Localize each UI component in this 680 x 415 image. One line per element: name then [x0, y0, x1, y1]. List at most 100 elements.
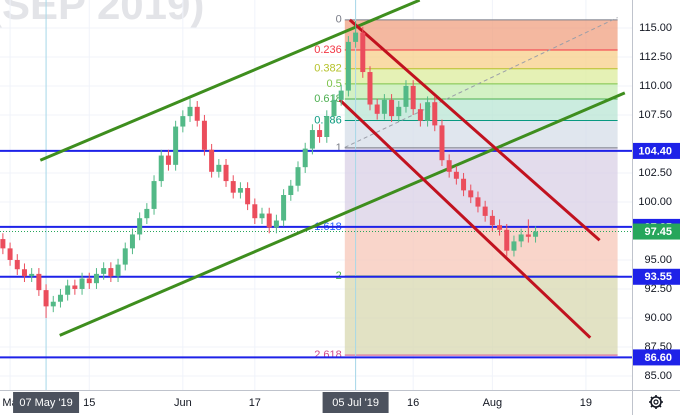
candle-body — [432, 102, 438, 126]
y-tick-label: 107.50 — [638, 109, 672, 121]
price-label-box — [633, 349, 680, 366]
candle-body — [511, 241, 517, 251]
candle-body — [194, 106, 200, 121]
candle-body — [108, 268, 114, 277]
candle-body — [288, 185, 294, 195]
candle-body — [302, 148, 308, 168]
fib-band — [344, 147, 618, 228]
candle-body — [144, 208, 150, 219]
candle-body — [360, 32, 366, 73]
candle-body — [281, 195, 287, 221]
candle-body — [425, 102, 431, 121]
candle-body — [295, 167, 301, 186]
settings-icon[interactable] — [649, 395, 663, 409]
candle-body — [417, 109, 423, 121]
candle-body — [489, 215, 495, 226]
candle-body — [317, 130, 323, 137]
y-tick-label: 100.00 — [638, 196, 672, 208]
y-tick-label: 90.00 — [644, 312, 672, 324]
fib-band — [344, 19, 618, 51]
candle-body — [259, 213, 265, 219]
y-tick-label: 112.50 — [639, 51, 672, 63]
price-label-box — [633, 142, 680, 159]
y-tick-label: 92.50 — [644, 283, 672, 295]
candle-body — [29, 273, 35, 277]
x-tick-label: 05 Jul '19 — [332, 397, 379, 409]
candle-body — [101, 268, 107, 274]
price-label-box — [633, 268, 680, 285]
candle-body — [374, 104, 380, 114]
candle-body — [345, 41, 351, 91]
fib-band — [344, 83, 618, 99]
candle-body — [7, 248, 13, 260]
candle-body — [230, 181, 236, 193]
candle-body — [396, 106, 402, 117]
candle-body — [273, 220, 279, 228]
candle-body — [216, 164, 222, 172]
trendline — [348, 18, 601, 242]
trendline — [59, 91, 626, 337]
candle-body — [338, 90, 344, 100]
fib-band — [344, 50, 618, 69]
candle-body — [367, 72, 373, 105]
price-label-box — [633, 223, 680, 240]
candle-body — [180, 116, 186, 127]
candle-body — [518, 234, 524, 242]
candle-body — [173, 126, 179, 165]
x-tick-highlight — [13, 392, 80, 413]
candle-body — [353, 32, 359, 42]
candle-body — [50, 301, 56, 307]
fib-trend — [344, 17, 618, 148]
candle-body — [525, 234, 531, 237]
fib-label: 0.5 — [326, 78, 341, 90]
fib-band — [344, 275, 618, 356]
candle-body — [309, 130, 315, 149]
y-tick-label: 110.00 — [639, 80, 672, 92]
candle-body — [21, 269, 27, 277]
candle-body — [201, 120, 207, 150]
fib-label: 0 — [336, 14, 342, 26]
price-label: 97.45 — [644, 226, 672, 238]
fib-band — [344, 68, 618, 84]
candle-body — [410, 85, 416, 110]
x-tick-label: 19 — [580, 397, 592, 409]
candle-body — [187, 106, 193, 117]
candle-body — [237, 188, 243, 193]
candle-body — [381, 99, 387, 114]
candle-body — [43, 290, 49, 307]
candle-body — [468, 190, 474, 198]
candle-body — [115, 264, 121, 277]
candle-body — [331, 99, 337, 117]
y-tick-label: 115.00 — [639, 22, 672, 34]
fib-label: 0.618 — [314, 93, 342, 105]
candle-body — [0, 239, 6, 249]
x-tick-label: 16 — [407, 397, 419, 409]
candle-body — [389, 99, 395, 117]
watermark: (SEP 2019) — [0, 0, 204, 28]
trendline — [338, 98, 592, 339]
candle-body — [72, 285, 78, 289]
candle-body — [57, 294, 63, 302]
candle-body — [245, 188, 251, 205]
price-label: 86.60 — [644, 352, 672, 364]
candle-body — [461, 178, 467, 191]
fib-label: 0.382 — [314, 63, 342, 75]
candle-body — [129, 234, 135, 249]
candle-body — [533, 231, 539, 237]
candle-body — [158, 155, 164, 182]
candle-body — [266, 213, 272, 228]
x-tick-label: 07 May '19 — [19, 397, 72, 409]
price-label: 104.40 — [638, 145, 672, 157]
candle-body — [86, 278, 92, 284]
price-label: 93.55 — [644, 271, 672, 283]
candle-body — [453, 171, 459, 179]
x-tick-label: 15 — [83, 397, 95, 409]
candle-body — [93, 273, 99, 284]
candle-body — [79, 278, 85, 289]
candle-body — [122, 248, 128, 265]
plot-area: (SEP 2019)00.2360.3820.50.6180.78611.618… — [0, 0, 632, 390]
candle-body — [223, 164, 229, 182]
x-tick-label: Aug — [483, 397, 503, 409]
candle-body — [252, 204, 258, 219]
